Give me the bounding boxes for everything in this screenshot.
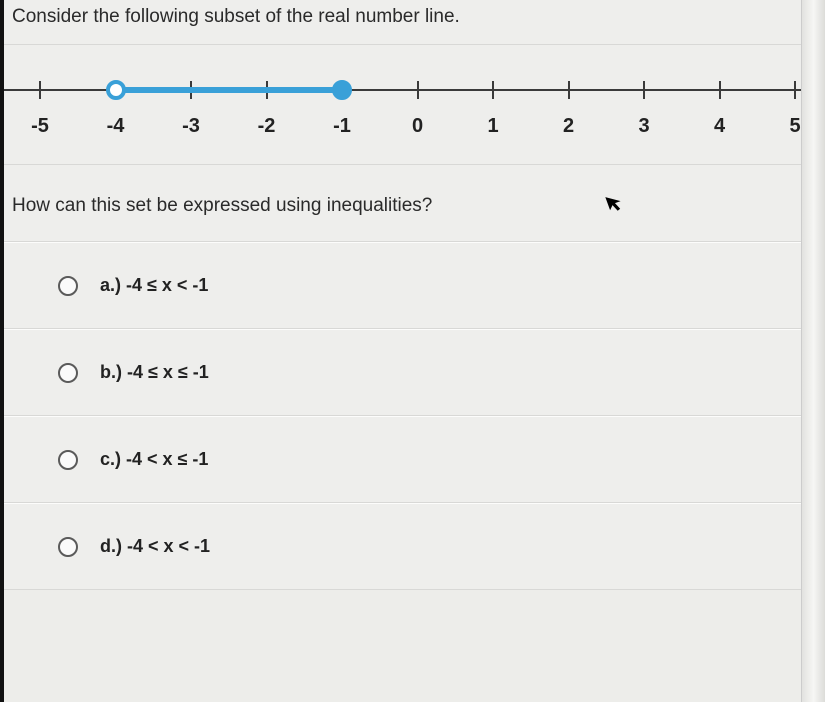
question-row: How can this set be expressed using ineq… — [0, 165, 825, 242]
radio-button[interactable] — [58, 276, 78, 296]
tick-label: -5 — [31, 115, 49, 138]
tick-label: -2 — [258, 115, 276, 138]
tick — [643, 81, 645, 99]
radio-button[interactable] — [58, 363, 78, 383]
endpoint-closed — [332, 80, 352, 100]
radio-button[interactable] — [58, 450, 78, 470]
option-row[interactable]: c.) -4 < x ≤ -1 — [0, 416, 825, 503]
option-label: b.) -4 ≤ x ≤ -1 — [100, 362, 209, 383]
option-row[interactable]: b.) -4 ≤ x ≤ -1 — [0, 329, 825, 416]
tick — [492, 81, 494, 99]
number-line-region: -5 -4 -3 -2 -1 0 1 2 3 4 5 — [0, 45, 825, 165]
tick-label: 5 — [789, 115, 800, 138]
tick — [568, 81, 570, 99]
tick-label: 2 — [563, 115, 574, 138]
tick-label: 1 — [487, 115, 498, 138]
right-page-edge — [801, 0, 825, 702]
endpoint-open — [106, 80, 126, 100]
option-label: c.) -4 < x ≤ -1 — [100, 449, 208, 470]
tick-label: 0 — [412, 115, 423, 138]
option-label: d.) -4 < x < -1 — [100, 536, 210, 557]
tick — [39, 81, 41, 99]
number-line: -5 -4 -3 -2 -1 0 1 2 3 4 5 — [0, 75, 825, 135]
question-text: How can this set be expressed using ineq… — [12, 195, 432, 216]
option-row[interactable]: a.) -4 ≤ x < -1 — [0, 242, 825, 329]
left-page-edge — [0, 0, 4, 702]
cursor-icon — [604, 191, 628, 221]
tick — [794, 81, 796, 99]
option-row[interactable]: d.) -4 < x < -1 — [0, 503, 825, 590]
radio-button[interactable] — [58, 537, 78, 557]
tick-label: -3 — [182, 115, 200, 138]
prompt-text: Consider the following subset of the rea… — [0, 0, 825, 45]
tick-label: -1 — [333, 115, 351, 138]
tick-label: 4 — [714, 115, 725, 138]
tick — [417, 81, 419, 99]
interval-segment — [116, 87, 343, 93]
options-list: a.) -4 ≤ x < -1 b.) -4 ≤ x ≤ -1 c.) -4 < x… — [0, 242, 825, 590]
tick-label: 3 — [638, 115, 649, 138]
tick — [719, 81, 721, 99]
tick-label: -4 — [107, 115, 125, 138]
quiz-panel: Consider the following subset of the rea… — [0, 0, 825, 702]
option-label: a.) -4 ≤ x < -1 — [100, 275, 208, 296]
